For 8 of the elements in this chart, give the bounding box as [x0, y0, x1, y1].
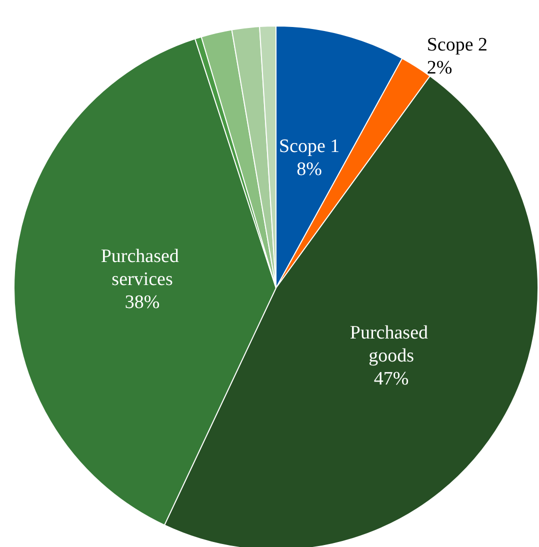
- data-label: 8%: [296, 159, 322, 180]
- slice-label: Purchased goods: [350, 322, 433, 367]
- slice-label: Scope 1: [278, 136, 340, 158]
- slice-label: Purchased services: [100, 246, 184, 290]
- data-label: 2%: [426, 58, 452, 79]
- data-label: 47%: [374, 368, 409, 390]
- data-label: 38%: [124, 292, 160, 314]
- slice-label: Scope 2: [426, 34, 488, 56]
